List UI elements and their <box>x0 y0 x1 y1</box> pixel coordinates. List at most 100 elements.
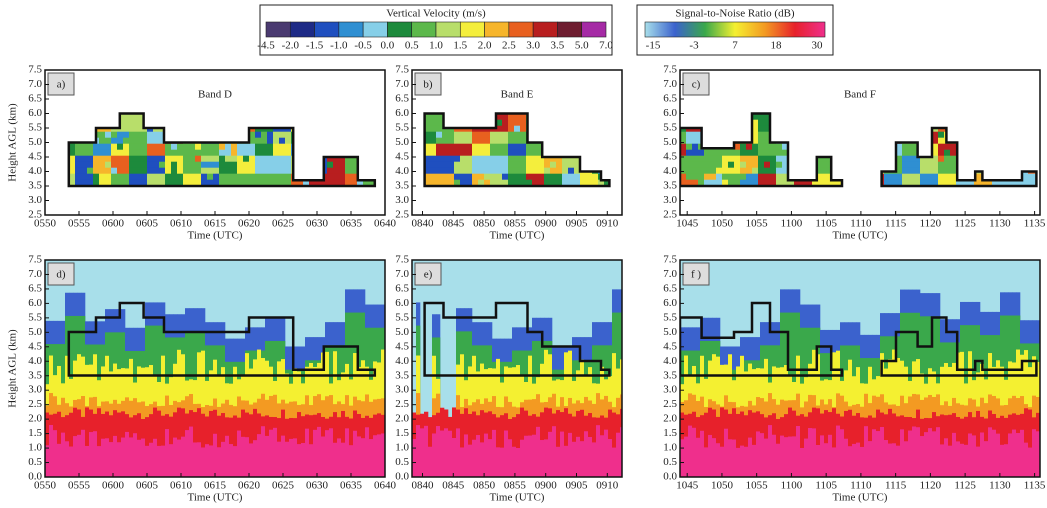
contour-cell <box>201 144 207 150</box>
y-tick-label: 5.5 <box>663 311 677 323</box>
contour-cell <box>111 132 117 138</box>
contour-cell <box>93 156 99 162</box>
colorbar-swatch <box>557 22 581 37</box>
contour-cell <box>556 174 562 180</box>
contour-cell <box>1028 174 1034 180</box>
x-axis-label: Time (UTC) <box>188 230 243 242</box>
contour-cell <box>99 144 105 150</box>
contour-cell <box>225 150 231 156</box>
contour-cell <box>177 168 183 174</box>
contour-cell <box>478 132 484 138</box>
contour-cell <box>129 174 135 180</box>
contour-cell <box>710 162 716 168</box>
contour-cell <box>99 132 105 138</box>
contour-cell <box>285 156 291 162</box>
snr-column <box>161 446 165 477</box>
snr-column <box>536 427 540 477</box>
colorbar-swatch <box>582 22 606 37</box>
y-tick-label: 6.0 <box>663 297 677 309</box>
contour-cell <box>908 144 914 150</box>
snr-column <box>836 426 840 477</box>
y-tick-label: 3.0 <box>395 384 409 396</box>
contour-cell <box>273 132 279 138</box>
contour-cell <box>728 168 734 174</box>
snr-column <box>508 439 512 477</box>
contour-cell <box>502 120 508 126</box>
contour-cell <box>520 120 526 126</box>
panel-letter: a) <box>57 79 66 91</box>
contour-cell <box>442 132 448 138</box>
panel: Band Da)2.53.03.54.04.55.05.56.06.57.07.… <box>7 64 397 242</box>
colorbar-label: 3.0 <box>526 40 540 52</box>
contour-cell <box>698 168 704 174</box>
snr-column <box>972 435 976 477</box>
y-tick-label: 3.5 <box>663 180 677 192</box>
contour-cell <box>484 156 490 162</box>
contour-cell <box>93 150 99 156</box>
contour-cell <box>932 174 938 180</box>
y-tick-label: 5.5 <box>663 122 677 134</box>
contour-cell <box>165 156 171 162</box>
figure: Vertical Velocity (m/s)-4.5-2.0-1.5-1.0-… <box>0 0 1047 508</box>
contour-cell <box>117 174 123 180</box>
contour-cell <box>692 162 698 168</box>
contour-cell <box>908 162 914 168</box>
plot-area <box>45 260 385 477</box>
snr-column <box>892 443 896 477</box>
snr-column <box>109 442 113 477</box>
x-tick-label: 0850 <box>473 218 496 230</box>
contour-cell <box>442 174 448 180</box>
contour-cell <box>508 174 514 180</box>
snr-column <box>868 441 872 477</box>
contour-cell <box>520 138 526 144</box>
snr-column <box>588 437 592 477</box>
contour-cell <box>544 168 550 174</box>
contour-cell <box>255 144 261 150</box>
snr-column <box>748 438 752 477</box>
contour-cell <box>165 162 171 168</box>
contour-cell <box>201 156 207 162</box>
snr-column <box>49 425 53 477</box>
contour-cell <box>722 162 728 168</box>
contour-cell <box>141 132 147 138</box>
snr-column <box>832 447 836 477</box>
snr-column <box>464 434 468 477</box>
y-tick-label: 3.0 <box>28 194 42 206</box>
contour-cell <box>243 150 249 156</box>
snr-column <box>480 442 484 477</box>
y-tick-label: 4.5 <box>663 151 677 163</box>
contour-cell <box>255 138 261 144</box>
snr-column <box>544 439 548 477</box>
contour-cell <box>237 174 243 180</box>
snr-column <box>73 436 77 477</box>
contour-cell <box>908 174 914 180</box>
contour-cell <box>135 126 141 132</box>
contour-cell <box>279 144 285 150</box>
panel-letter: f ) <box>691 269 701 281</box>
snr-column <box>293 438 297 477</box>
snr-column <box>808 428 812 477</box>
contour-cell <box>478 168 484 174</box>
contour-cell <box>514 126 520 132</box>
contour-cell <box>285 132 291 138</box>
snr-column <box>936 427 940 477</box>
contour-cell <box>746 156 752 162</box>
snr-column <box>956 441 960 477</box>
colorbar-label: -3 <box>689 40 699 52</box>
contour-cell <box>914 168 920 174</box>
y-tick-label: 3.0 <box>28 384 42 396</box>
contour-cell <box>932 162 938 168</box>
contour-cell <box>586 174 592 180</box>
x-tick-label: 0630 <box>306 480 329 492</box>
x-tick-label: 0840 <box>412 480 435 492</box>
contour-cell <box>129 162 135 168</box>
contour-cell <box>526 144 532 150</box>
x-tick-label: 0640 <box>374 218 397 230</box>
snr-column <box>932 431 936 477</box>
contour-cell <box>225 168 231 174</box>
contour-cell <box>490 144 496 150</box>
contour-cell <box>496 156 502 162</box>
y-tick-label: 1.0 <box>395 442 409 454</box>
x-tick-label: 0550 <box>34 480 57 492</box>
contour-cell <box>117 138 123 144</box>
